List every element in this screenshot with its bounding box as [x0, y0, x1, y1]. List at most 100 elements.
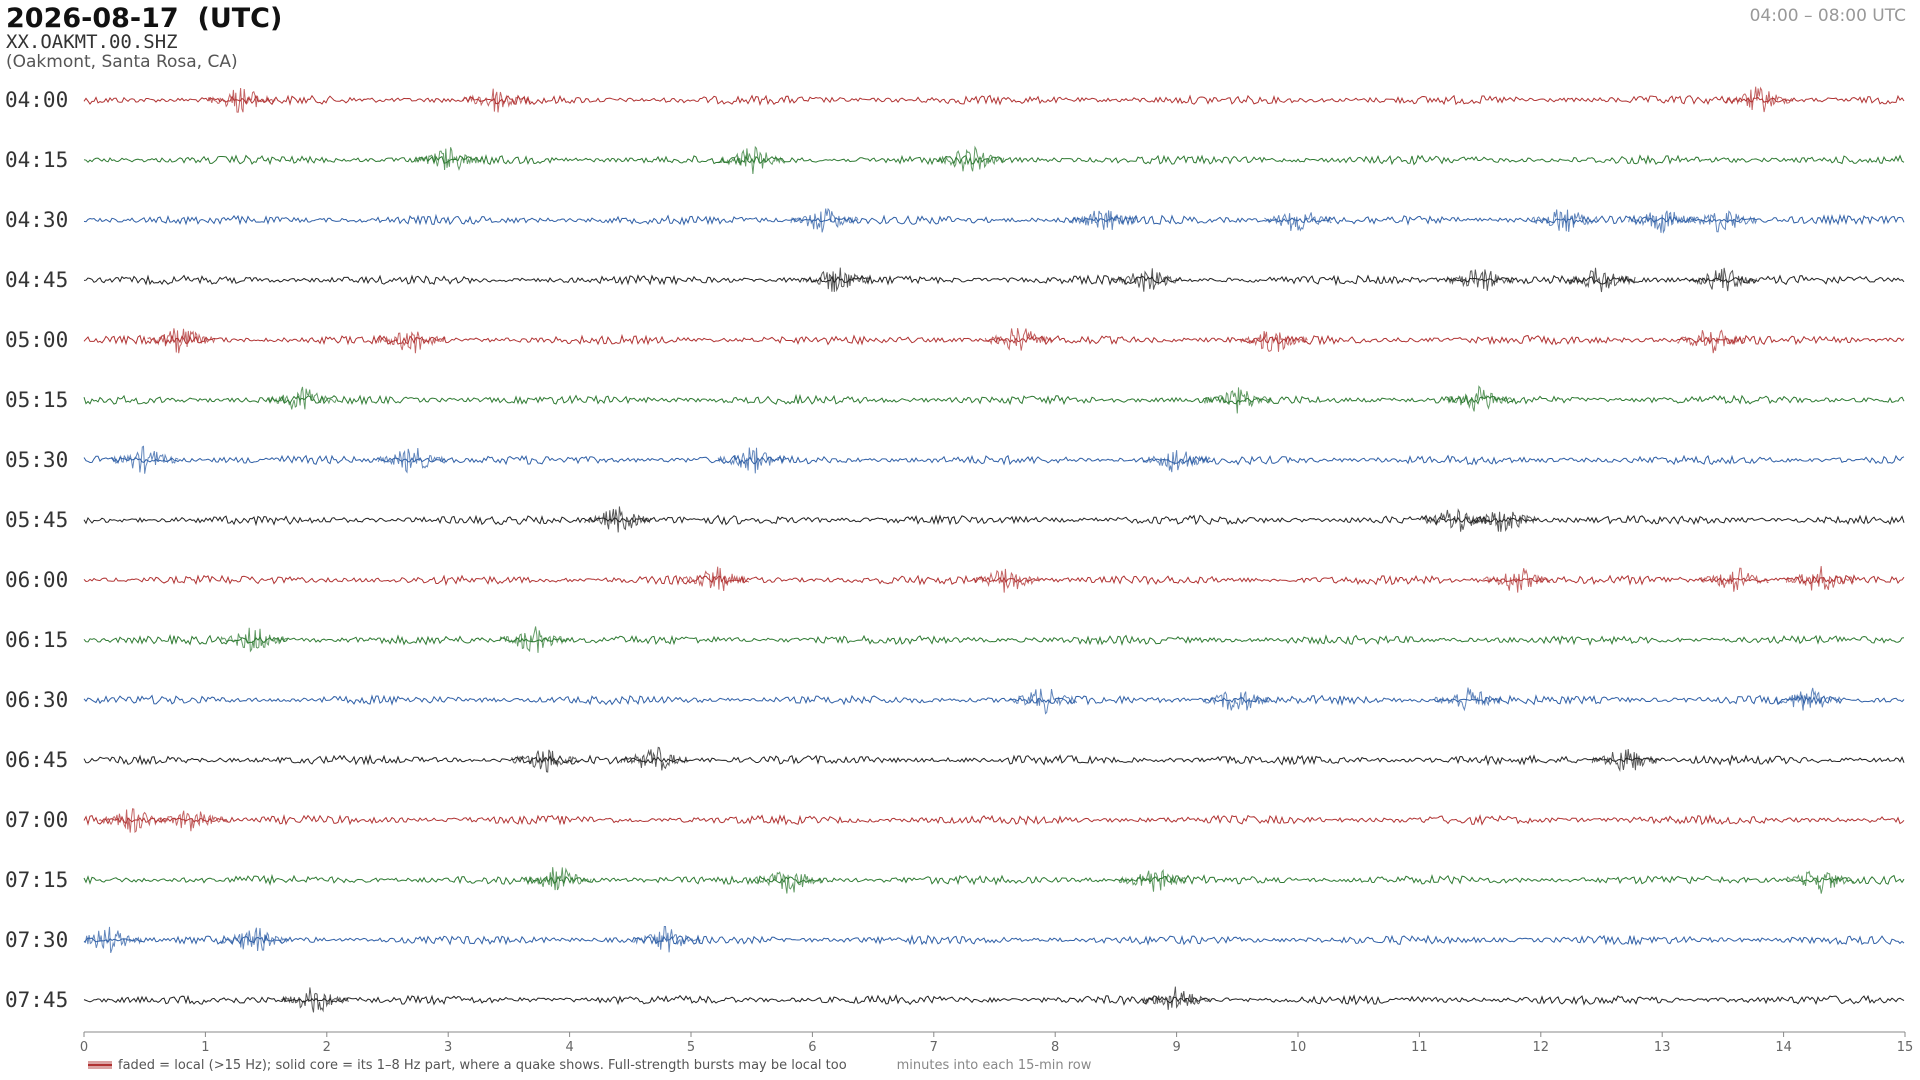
x-tick-label: 10: [1290, 1040, 1307, 1055]
burst: [83, 926, 143, 954]
burst: [159, 810, 228, 832]
range-label: 04:00 – 08:00 UTC: [1750, 6, 1906, 26]
burst: [1203, 691, 1272, 711]
burst: [1112, 268, 1181, 292]
burst: [462, 88, 531, 113]
burst: [1142, 986, 1211, 1010]
burst: [1785, 566, 1855, 591]
burst: [377, 331, 446, 354]
burst: [1446, 269, 1515, 291]
trace: [83, 514, 1905, 527]
row-label: 06:15: [5, 628, 68, 652]
burst: [972, 568, 1041, 593]
trace: [83, 934, 1905, 946]
x-axis-label: minutes into each 15-min row: [897, 1058, 1092, 1073]
burst: [110, 445, 179, 474]
row-label: 04:45: [5, 268, 68, 292]
burst: [717, 447, 786, 474]
burst: [1118, 868, 1187, 892]
burst: [147, 328, 216, 354]
legend-note: faded = local (>15 Hz); solid core = its…: [118, 1058, 847, 1073]
x-tick-label: 14: [1775, 1040, 1792, 1055]
burst: [1785, 870, 1855, 894]
x-tick-label: 6: [808, 1040, 816, 1055]
x-tick-label: 1: [201, 1040, 209, 1055]
burst: [1009, 688, 1078, 715]
burst: [219, 627, 289, 653]
burst: [802, 267, 871, 293]
station: XX.OAKMT.00.SHZ: [6, 31, 178, 53]
burst: [584, 506, 652, 533]
row-label: 05:15: [5, 388, 68, 412]
x-tick-label: 5: [687, 1040, 695, 1055]
burst: [1470, 511, 1539, 532]
burst: [1591, 748, 1660, 772]
burst: [754, 871, 822, 894]
burst: [1142, 450, 1211, 473]
burst: [633, 926, 701, 953]
x-tick-label: 7: [930, 1040, 938, 1055]
x-tick-label: 4: [565, 1040, 573, 1055]
burst: [620, 746, 689, 771]
row-label: 06:30: [5, 688, 68, 712]
row-label: 04:00: [5, 88, 68, 112]
burst: [1446, 385, 1515, 412]
trace: [83, 393, 1905, 406]
burst: [717, 145, 786, 174]
burst: [523, 867, 592, 891]
trace: [83, 993, 1905, 1006]
row-label: 07:15: [5, 868, 68, 892]
burst: [414, 147, 483, 171]
row-label: 05:30: [5, 448, 68, 472]
burst: [1482, 568, 1551, 593]
x-tick-label: 2: [323, 1040, 331, 1055]
x-tick-label: 13: [1654, 1040, 1671, 1055]
burst: [1700, 567, 1769, 592]
burst: [1531, 209, 1599, 232]
burst: [377, 447, 446, 474]
burst: [1203, 387, 1272, 414]
row-label: 07:45: [5, 988, 68, 1012]
burst: [1069, 210, 1138, 230]
row-label: 05:00: [5, 328, 68, 352]
location: (Oakmont, Santa Rosa, CA): [6, 52, 238, 72]
row-label: 06:45: [5, 748, 68, 772]
burst: [681, 566, 750, 591]
x-tick-label: 8: [1051, 1040, 1059, 1055]
row-label: 04:15: [5, 148, 68, 172]
burst: [1677, 329, 1745, 354]
row-label: 07:30: [5, 928, 68, 952]
x-tick-label: 0: [80, 1040, 88, 1055]
row-label: 04:30: [5, 208, 68, 232]
burst: [280, 987, 349, 1013]
x-tick-label: 12: [1533, 1040, 1550, 1055]
burst: [207, 87, 276, 113]
burst: [1725, 86, 1794, 113]
trace: [83, 213, 1905, 226]
x-tick-label: 11: [1411, 1040, 1428, 1055]
trace: [83, 633, 1905, 647]
trace: [83, 154, 1905, 166]
trace: [83, 454, 1905, 466]
burst: [1688, 267, 1757, 292]
x-tick-label: 3: [444, 1040, 452, 1055]
burst: [1628, 210, 1696, 234]
burst: [219, 927, 289, 952]
burst: [1239, 331, 1308, 352]
trace: [83, 333, 1905, 346]
burst: [499, 626, 568, 653]
burst: [268, 386, 337, 410]
trace: [83, 814, 1905, 826]
burst: [1567, 267, 1636, 293]
x-tick-label: 9: [1172, 1040, 1180, 1055]
burst: [98, 808, 167, 834]
chart-title: 2026-08-17 (UTC): [6, 3, 282, 34]
burst: [1688, 210, 1757, 233]
burst: [936, 145, 1005, 172]
trace: [83, 94, 1905, 107]
row-label: 06:00: [5, 568, 68, 592]
row-label: 05:45: [5, 508, 68, 532]
x-tick-label: 15: [1897, 1040, 1914, 1055]
trace: [83, 694, 1905, 707]
